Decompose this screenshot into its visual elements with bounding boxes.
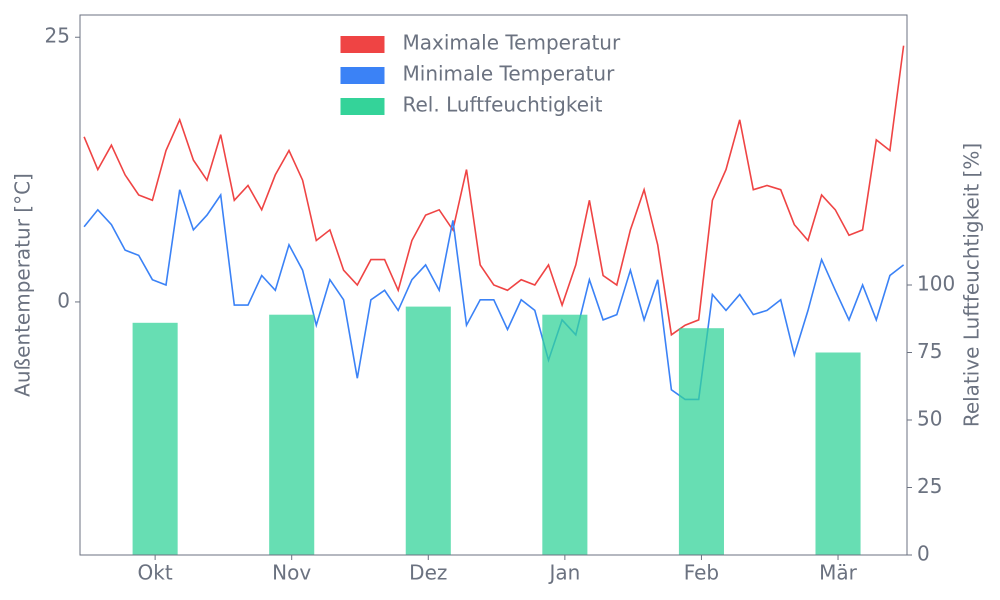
legend-label: Maximale Temperatur [403,31,621,55]
bar [269,314,315,555]
x-tick-label: Okt [138,561,173,585]
legend-label: Minimale Temperatur [403,62,616,86]
plot-area [83,45,905,555]
y2-tick-label: 75 [917,339,942,363]
bar [815,352,861,555]
x-tick-label: Mär [819,561,858,585]
y-tick-label: 25 [45,24,70,48]
line [83,189,905,401]
x-tick-label: Jan [547,561,580,585]
x-tick-label: Dez [409,561,447,585]
x-tick-label: Feb [684,561,719,585]
bar [678,328,724,555]
y2-tick-label: 100 [917,272,955,296]
bar [132,322,178,555]
bar [405,306,451,555]
bar [542,314,588,555]
plot-frame [79,14,908,556]
legend-swatch [340,36,385,53]
y2-tick-label: 25 [917,474,942,498]
y2-tick-label: 0 [917,542,930,566]
y-tick-label: 0 [57,288,70,312]
line [83,45,905,337]
y-axis-label: Außentemperatur [°C] [11,173,35,397]
y2-axis-label: Relative Luftfeuchtigkeit [%] [960,143,984,427]
legend-swatch [340,67,385,84]
legend-swatch [340,98,385,115]
x-tick-label: Nov [272,561,311,585]
legend-label: Rel. Luftfeuchtigkeit [403,93,603,117]
y2-tick-label: 50 [917,407,942,431]
